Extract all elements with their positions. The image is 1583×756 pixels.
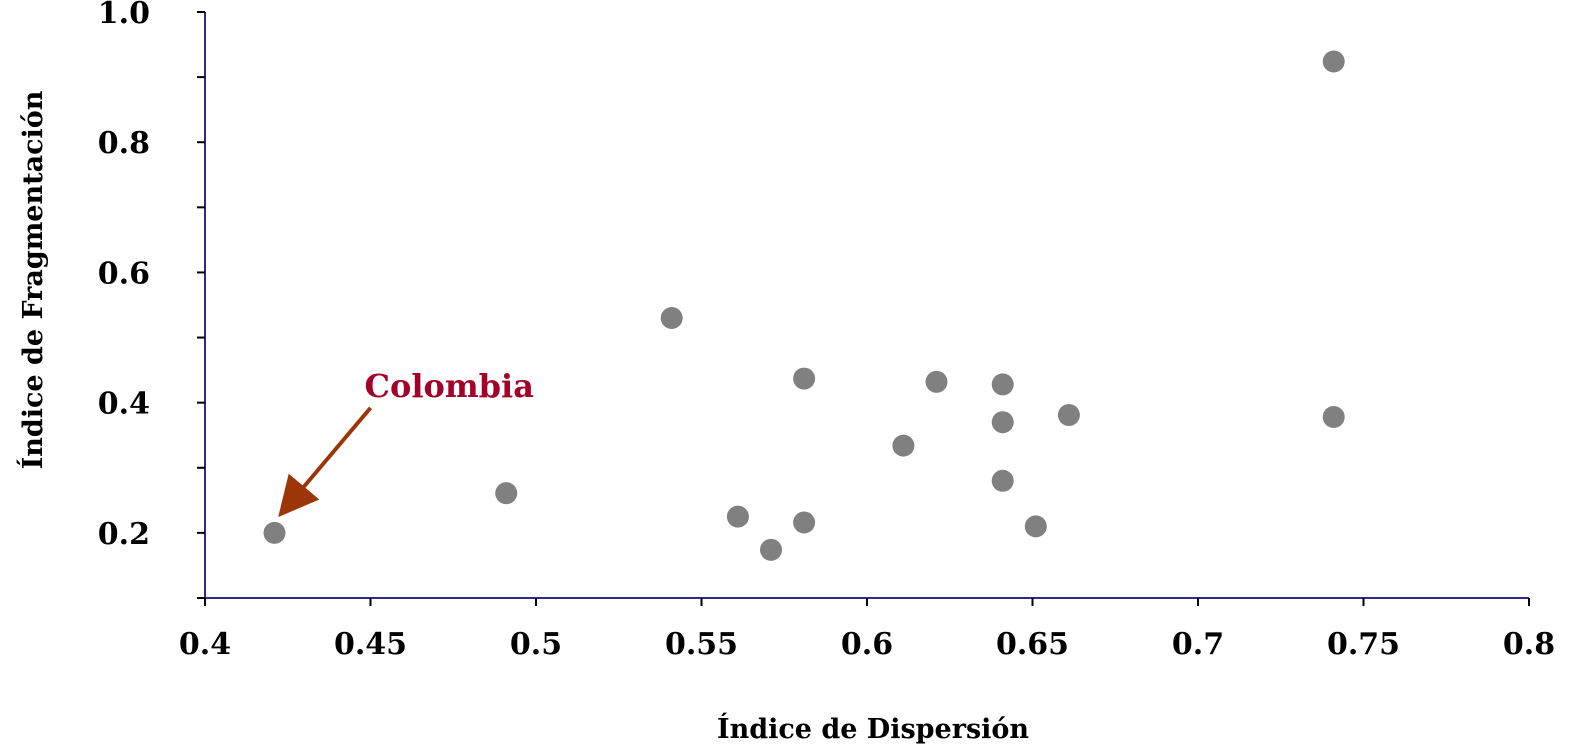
data-point (892, 434, 915, 457)
x-tick-label: 0.75 (1327, 627, 1400, 662)
y-axis-title: Índice de Fragmentación (16, 90, 49, 469)
data-point (991, 469, 1014, 492)
x-tick-label: 0.4 (179, 627, 231, 662)
x-tick-label: 0.45 (334, 627, 407, 662)
y-tick-label: 0.8 (98, 126, 150, 161)
x-tick-label: 0.55 (665, 627, 738, 662)
x-tick-label: 0.5 (510, 627, 562, 662)
y-tick-label: 0.6 (98, 256, 150, 291)
annotations: Colombia (278, 367, 534, 518)
plot-area (204, 12, 1529, 599)
y-tick-label: 1.0 (98, 0, 150, 31)
data-point (1322, 405, 1345, 428)
data-points (263, 50, 1345, 561)
x-tick-label: 0.6 (841, 627, 893, 662)
y-tick-label: 0.2 (98, 517, 150, 552)
data-point (660, 307, 683, 330)
data-point (1057, 404, 1080, 427)
y-axis-ticks: 0.2 0.4 0.6 0.8 1.0 (98, 0, 205, 599)
data-point (726, 505, 749, 528)
data-point (991, 411, 1014, 434)
data-point (760, 538, 783, 561)
x-tick-label: 0.7 (1172, 627, 1224, 662)
data-point (925, 370, 948, 393)
data-point (495, 482, 518, 505)
data-point (1024, 515, 1047, 538)
x-tick-label: 0.65 (996, 627, 1069, 662)
data-point (793, 367, 816, 390)
x-tick-label: 0.8 (1503, 627, 1555, 662)
x-axis-title: Índice de Dispersión (717, 712, 1029, 745)
annotation-label: Colombia (365, 367, 534, 405)
data-point (991, 373, 1014, 396)
data-point (263, 521, 286, 544)
x-axis-ticks: 0.4 0.45 0.5 0.55 0.6 0.65 0.7 0.75 0.8 (179, 598, 1555, 662)
data-point (793, 511, 816, 534)
y-tick-label: 0.4 (98, 387, 150, 422)
annotation-arrow (278, 406, 373, 518)
data-point (1322, 50, 1345, 73)
